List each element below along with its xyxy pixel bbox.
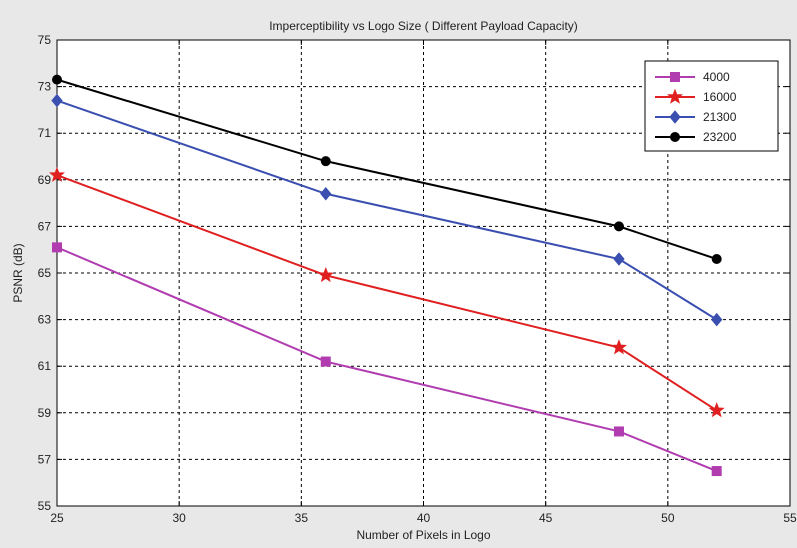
data-point <box>613 252 625 266</box>
series-line <box>56 246 718 472</box>
data-point <box>320 186 332 201</box>
tick-layer: 25 30 35 40 45 50 55 55 57 59 61 63 65 67 69 71 73 75 <box>38 33 797 525</box>
y-tick-label: 67 <box>38 219 52 233</box>
series-line <box>56 99 718 321</box>
x-tick-label: 25 <box>50 511 64 525</box>
legend-marker <box>670 132 680 142</box>
series-4000 <box>52 242 722 477</box>
grid-layer <box>57 40 790 506</box>
data-point <box>317 266 334 283</box>
legend-label: 23200 <box>703 130 737 144</box>
y-tick-label: 61 <box>38 359 52 373</box>
data-point <box>320 356 331 367</box>
legend-label: 16000 <box>703 90 737 104</box>
y-axis-label: PSNR (dB) <box>11 243 25 302</box>
data-point <box>711 466 722 477</box>
legend-marker <box>667 88 683 104</box>
x-tick-label: 45 <box>539 511 553 525</box>
legend: 4000 16000 21300 23200 <box>644 60 779 152</box>
y-tick-label: 59 <box>38 406 52 420</box>
x-tick-label: 30 <box>172 511 186 525</box>
y-tick-label: 57 <box>38 452 52 466</box>
legend-marker <box>670 72 680 82</box>
y-tick-label: 71 <box>38 126 52 140</box>
data-point <box>52 74 62 85</box>
legend-marker <box>669 110 681 124</box>
x-tick-label: 35 <box>295 511 309 525</box>
y-tick-label: 75 <box>38 33 52 47</box>
legend-item-16000: 16000 <box>655 88 737 104</box>
data-point <box>711 312 723 327</box>
series-21300 <box>51 93 723 327</box>
y-tick-label: 69 <box>38 173 52 187</box>
x-tick-label: 50 <box>661 511 675 525</box>
y-tick-label: 73 <box>38 80 52 94</box>
series-line <box>56 78 718 260</box>
data-point <box>52 242 62 253</box>
series-23200 <box>52 74 722 265</box>
legend-item-4000: 4000 <box>655 70 730 84</box>
y-tick-label: 55 <box>38 499 52 513</box>
data-point <box>49 166 65 182</box>
y-tick-label: 65 <box>38 266 52 280</box>
legend-item-21300: 21300 <box>655 110 737 124</box>
series-layer <box>49 74 725 477</box>
y-tick-label: 63 <box>38 313 52 327</box>
x-tick-label: 40 <box>417 511 431 525</box>
x-axis-label: Number of Pixels in Logo <box>356 528 490 542</box>
series-16000 <box>49 166 725 418</box>
data-point <box>610 339 627 355</box>
series-line <box>56 174 718 412</box>
data-point <box>613 426 624 437</box>
data-point <box>708 402 725 418</box>
data-point <box>711 254 722 265</box>
legend-label: 4000 <box>703 70 730 84</box>
chart-title: Imperceptibility vs Logo Size ( Differen… <box>269 19 578 33</box>
legend-label: 21300 <box>703 110 737 124</box>
data-point <box>613 221 624 232</box>
x-tick-label: 55 <box>783 511 797 525</box>
data-point <box>51 93 63 108</box>
data-point <box>320 156 331 167</box>
legend-item-23200: 23200 <box>655 130 737 144</box>
